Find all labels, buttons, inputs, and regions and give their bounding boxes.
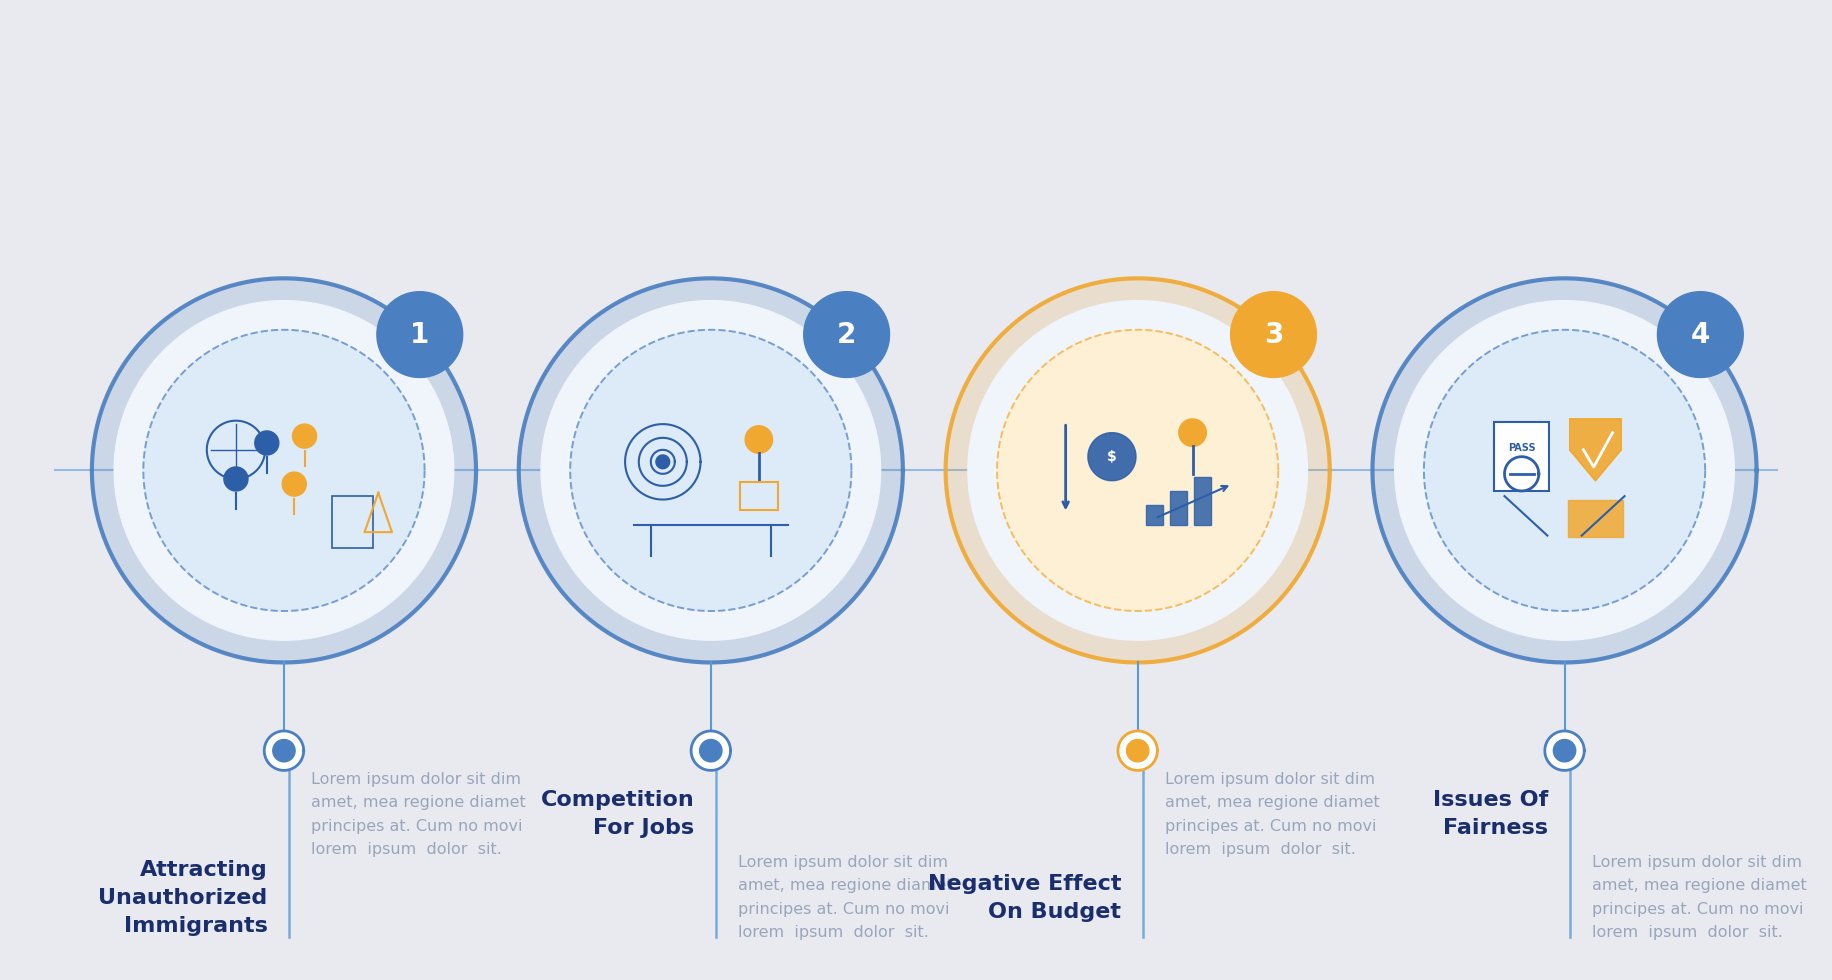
Polygon shape (282, 472, 306, 496)
Bar (1147, 505, 1163, 525)
Bar (1194, 477, 1211, 525)
Text: Lorem ipsum dolor sit dim
amet, mea regione diamet
principes at. Cum no movi
lor: Lorem ipsum dolor sit dim amet, mea regi… (1165, 772, 1379, 857)
Text: Negative Effect
On Budget: Negative Effect On Budget (927, 874, 1121, 921)
Bar (1171, 491, 1187, 525)
Text: Lorem ipsum dolor sit dim
amet, mea regione diamet
principes at. Cum no movi
lor: Lorem ipsum dolor sit dim amet, mea regi… (1592, 856, 1806, 940)
Text: Issues Of
Fairness: Issues Of Fairness (1433, 791, 1548, 838)
Polygon shape (273, 740, 295, 761)
Bar (1568, 500, 1623, 537)
Text: 1: 1 (410, 320, 429, 349)
Polygon shape (224, 467, 247, 491)
Bar (332, 496, 374, 548)
Text: 4: 4 (1691, 320, 1709, 349)
Text: Lorem ipsum dolor sit dim
amet, mea regione diamet
principes at. Cum no movi
lor: Lorem ipsum dolor sit dim amet, mea regi… (311, 772, 526, 857)
Polygon shape (1231, 292, 1317, 377)
Polygon shape (746, 426, 773, 453)
Polygon shape (540, 301, 881, 640)
Polygon shape (518, 278, 903, 662)
Polygon shape (264, 731, 304, 770)
Bar (740, 482, 779, 510)
Text: 2: 2 (837, 320, 856, 349)
Polygon shape (700, 740, 722, 761)
Polygon shape (1423, 330, 1706, 611)
Polygon shape (656, 455, 671, 468)
Polygon shape (1658, 292, 1744, 377)
Text: Lorem ipsum dolor sit dim
amet, mea regione diamet
principes at. Cum no movi
lor: Lorem ipsum dolor sit dim amet, mea regi… (738, 856, 953, 940)
Polygon shape (570, 330, 852, 611)
Polygon shape (945, 278, 1330, 662)
Text: PASS: PASS (1508, 443, 1535, 453)
Polygon shape (1544, 731, 1585, 770)
Polygon shape (377, 292, 463, 377)
Polygon shape (967, 301, 1308, 640)
Polygon shape (293, 424, 317, 448)
Polygon shape (1394, 301, 1735, 640)
Polygon shape (114, 301, 454, 640)
Text: 3: 3 (1264, 320, 1282, 349)
Polygon shape (691, 731, 731, 770)
Polygon shape (804, 292, 890, 377)
Polygon shape (1570, 419, 1621, 480)
Bar (1495, 422, 1550, 491)
Polygon shape (1372, 278, 1757, 662)
Text: $: $ (1107, 450, 1118, 464)
Polygon shape (1127, 740, 1149, 761)
Polygon shape (143, 330, 425, 611)
Polygon shape (1178, 419, 1205, 446)
Text: Attracting
Unauthorized
Immigrants: Attracting Unauthorized Immigrants (99, 859, 267, 936)
Text: Competition
For Jobs: Competition For Jobs (540, 791, 694, 838)
Polygon shape (92, 278, 476, 662)
Polygon shape (1118, 731, 1158, 770)
Bar (1495, 422, 1550, 491)
Polygon shape (255, 431, 278, 455)
Polygon shape (1088, 433, 1136, 480)
Polygon shape (997, 330, 1279, 611)
Polygon shape (1554, 740, 1576, 761)
